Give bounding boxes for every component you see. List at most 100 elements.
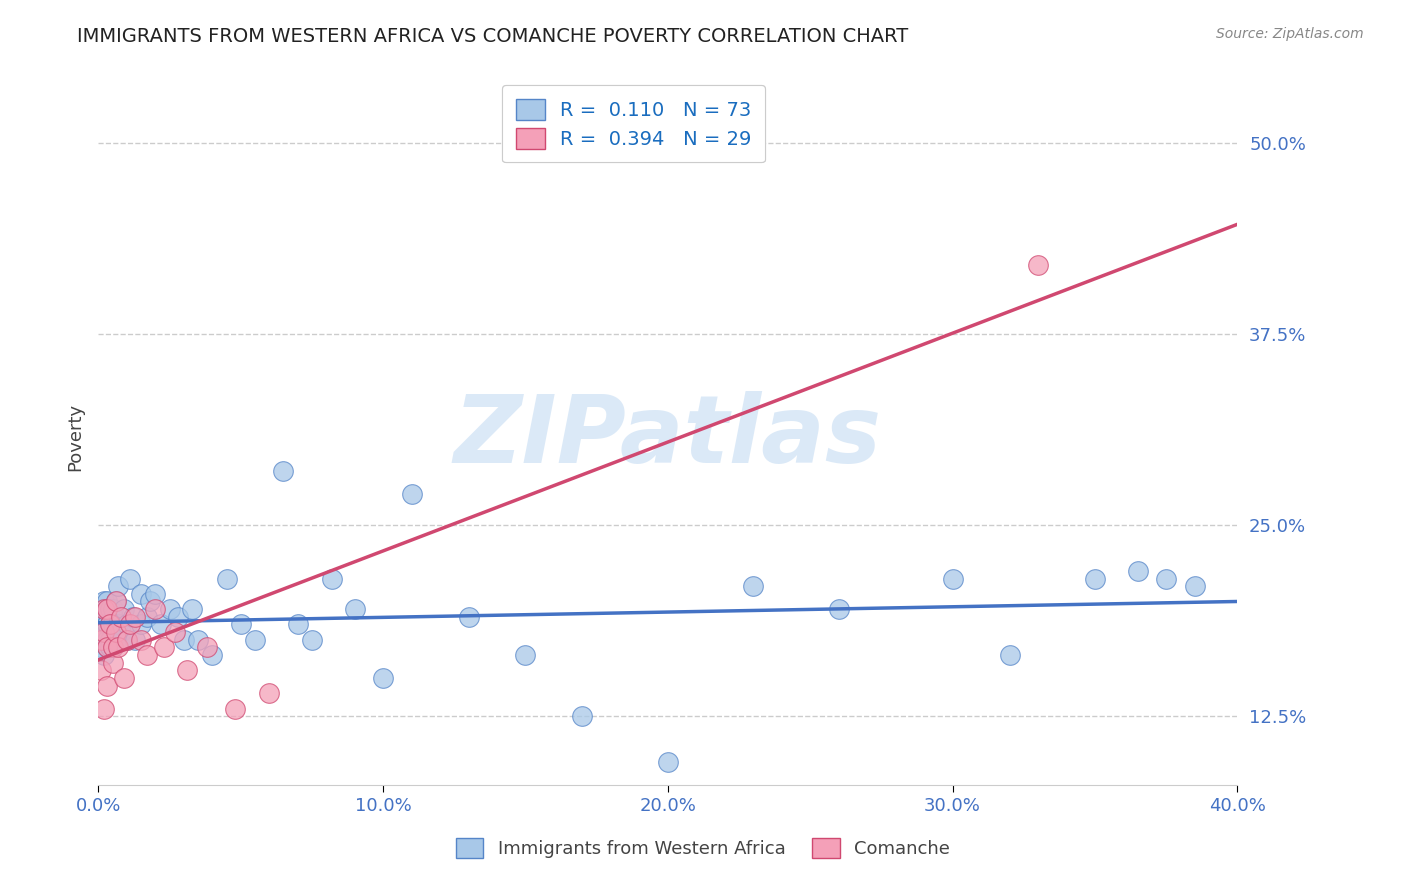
Point: [110, 609, 132, 624]
Point: [93, 594, 115, 608]
Point: [96, 602, 118, 616]
Point: [124, 609, 146, 624]
Point: [101, 640, 124, 655]
Point: [176, 663, 198, 677]
Point: [287, 617, 309, 632]
Point: [93, 602, 115, 616]
Point: [90, 632, 112, 647]
Point: [153, 640, 176, 655]
Point: [273, 465, 295, 479]
Point: [96, 594, 118, 608]
Text: IMMIGRANTS FROM WESTERN AFRICA VS COMANCHE POVERTY CORRELATION CHART: IMMIGRANTS FROM WESTERN AFRICA VS COMANC…: [77, 27, 908, 45]
Point: [93, 632, 115, 647]
Legend: Immigrants from Western Africa, Comanche: Immigrants from Western Africa, Comanche: [449, 830, 957, 865]
Point: [101, 640, 124, 655]
Point: [229, 617, 252, 632]
Point: [96, 632, 118, 647]
Point: [118, 617, 141, 632]
Point: [165, 625, 187, 640]
Point: [90, 625, 112, 640]
Point: [373, 671, 395, 685]
Point: [96, 640, 118, 655]
Point: [101, 656, 124, 670]
Point: [98, 632, 121, 647]
Point: [104, 594, 127, 608]
Point: [145, 587, 167, 601]
Point: [401, 487, 423, 501]
Point: [98, 640, 121, 655]
Point: [201, 648, 224, 662]
Y-axis label: Poverty: Poverty: [66, 403, 84, 471]
Point: [187, 632, 209, 647]
Point: [101, 617, 124, 632]
Point: [115, 632, 138, 647]
Point: [90, 663, 112, 677]
Point: [96, 679, 118, 693]
Point: [110, 625, 132, 640]
Point: [118, 572, 141, 586]
Point: [129, 632, 152, 647]
Point: [1184, 579, 1206, 593]
Point: [215, 572, 238, 586]
Point: [107, 579, 129, 593]
Point: [93, 648, 115, 662]
Point: [942, 572, 965, 586]
Point: [1154, 572, 1177, 586]
Point: [1126, 564, 1149, 578]
Point: [96, 640, 118, 655]
Point: [98, 602, 121, 616]
Point: [115, 632, 138, 647]
Point: [104, 594, 127, 608]
Point: [107, 617, 129, 632]
Point: [135, 609, 157, 624]
Point: [98, 617, 121, 632]
Point: [96, 617, 118, 632]
Point: [101, 609, 124, 624]
Point: [224, 701, 246, 715]
Point: [124, 632, 146, 647]
Point: [657, 755, 679, 769]
Point: [90, 602, 112, 616]
Point: [243, 632, 266, 647]
Point: [96, 609, 118, 624]
Point: [104, 625, 127, 640]
Point: [159, 602, 181, 616]
Point: [1084, 572, 1107, 586]
Point: [112, 671, 135, 685]
Point: [135, 648, 157, 662]
Point: [138, 594, 160, 608]
Point: [195, 640, 218, 655]
Point: [129, 617, 152, 632]
Point: [107, 640, 129, 655]
Point: [321, 572, 343, 586]
Point: [90, 632, 112, 647]
Point: [90, 617, 112, 632]
Point: [129, 587, 152, 601]
Point: [742, 579, 765, 593]
Point: [145, 602, 167, 616]
Point: [104, 632, 127, 647]
Point: [828, 602, 851, 616]
Point: [150, 617, 173, 632]
Point: [115, 617, 138, 632]
Point: [90, 640, 112, 655]
Point: [93, 602, 115, 616]
Point: [515, 648, 537, 662]
Point: [571, 709, 593, 723]
Point: [1026, 258, 1049, 272]
Point: [343, 602, 366, 616]
Point: [457, 609, 479, 624]
Point: [93, 609, 115, 624]
Point: [93, 701, 115, 715]
Legend: R =  0.110   N = 73, R =  0.394   N = 29: R = 0.110 N = 73, R = 0.394 N = 29: [502, 85, 765, 162]
Text: Source: ZipAtlas.com: Source: ZipAtlas.com: [1216, 27, 1364, 41]
Point: [96, 617, 118, 632]
Point: [98, 632, 121, 647]
Point: [181, 602, 204, 616]
Point: [93, 628, 115, 642]
Point: [121, 609, 143, 624]
Point: [259, 686, 281, 700]
Point: [93, 625, 115, 640]
Point: [96, 632, 118, 647]
Point: [96, 602, 118, 616]
